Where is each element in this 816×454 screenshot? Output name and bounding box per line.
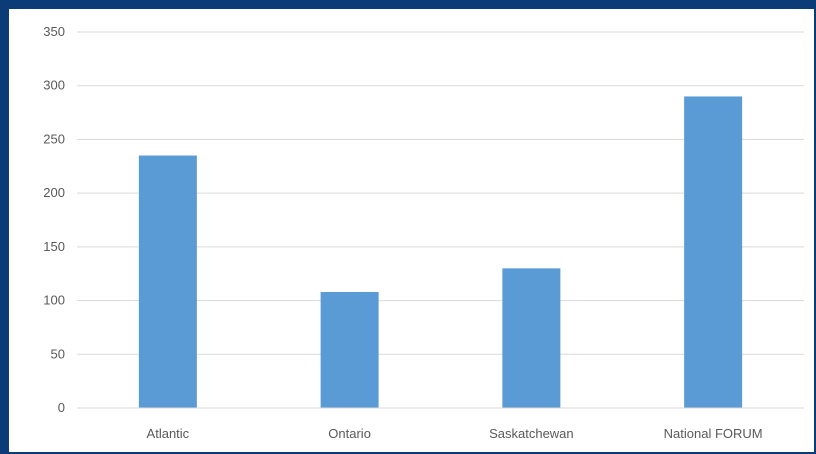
bars xyxy=(138,96,743,408)
y-tick-label: 200 xyxy=(43,185,65,200)
y-tick-label: 100 xyxy=(43,293,65,308)
y-axis-ticks: 0 50 100 150 200 250 300 350 xyxy=(43,24,65,415)
y-tick-label: 150 xyxy=(43,239,65,254)
y-tick-label: 50 xyxy=(51,346,65,361)
y-tick-label: 300 xyxy=(43,78,65,93)
y-tick-label: 0 xyxy=(58,400,65,415)
bar-national-forum xyxy=(684,96,743,408)
x-category-label: National FORUM xyxy=(664,426,763,441)
chart-panel: 0 50 100 150 200 250 300 350 Atlantic Ontario Sas… xyxy=(9,9,814,452)
y-tick-label: 350 xyxy=(43,24,65,39)
bar-atlantic xyxy=(138,155,197,408)
bar-ontario xyxy=(320,291,379,408)
bar-chart: 0 50 100 150 200 250 300 350 Atlantic Ontario Sas… xyxy=(43,24,804,441)
x-axis-labels: Atlantic Ontario Saskatchewan National FORU… xyxy=(147,426,763,441)
bar-saskatchewan xyxy=(502,268,561,408)
x-category-label: Saskatchewan xyxy=(489,426,574,441)
y-tick-label: 250 xyxy=(43,131,65,146)
x-category-label: Atlantic xyxy=(147,426,190,441)
grid-lines xyxy=(77,31,804,355)
x-category-label: Ontario xyxy=(328,426,371,441)
